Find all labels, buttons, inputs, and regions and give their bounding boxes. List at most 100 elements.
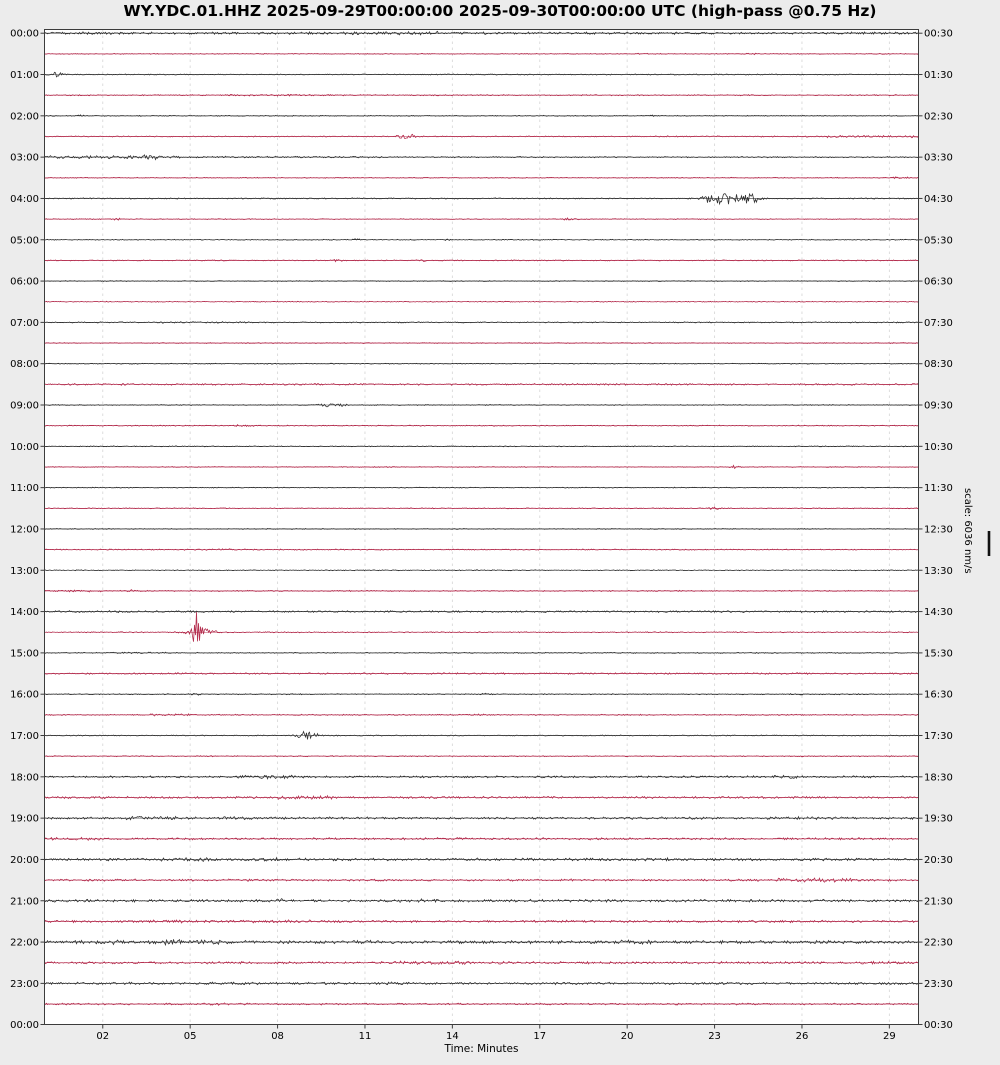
trace-row-0330-red xyxy=(44,176,919,180)
trace-row-0530-red xyxy=(44,259,919,263)
trace-row-1130-red xyxy=(44,506,919,510)
y-axis-label-right: 16:30 xyxy=(924,690,953,701)
y-axis-label-left: 09:00 xyxy=(10,401,39,412)
y-axis-label-left: 15:00 xyxy=(10,648,39,659)
trace-row-1400-black xyxy=(44,609,919,614)
y-axis-label-left: 03:00 xyxy=(10,153,39,164)
y-axis-label-right: 04:30 xyxy=(924,194,953,205)
trace-row-0900-black xyxy=(44,403,919,408)
y-axis-label-left: 17:00 xyxy=(10,731,39,742)
y-axis-label-left: 12:00 xyxy=(10,524,39,535)
x-tick-label: 29 xyxy=(883,1031,896,1042)
trace-row-0100-black xyxy=(44,71,919,78)
trace-row-1800-black xyxy=(44,774,919,780)
y-axis-label-left: 18:00 xyxy=(10,772,39,783)
plot-frame xyxy=(44,29,919,1025)
trace-row-1930-red xyxy=(44,836,919,841)
y-axis-label-right: 08:30 xyxy=(924,359,953,370)
y-axis-label-right: 06:30 xyxy=(924,277,953,288)
trace-row-1700-black xyxy=(44,730,919,740)
y-axis-label-left: 00:00 xyxy=(10,1020,39,1031)
y-axis-label-right: 21:30 xyxy=(924,896,953,907)
trace-row-2100-black xyxy=(44,898,919,904)
trace-row-1900-black xyxy=(44,815,919,821)
trace-row-1230-red xyxy=(44,548,919,551)
y-axis-label-left: 16:00 xyxy=(10,690,39,701)
y-axis-label-right: 22:30 xyxy=(924,938,953,949)
y-axis-label-left: 10:00 xyxy=(10,442,39,453)
trace-row-0300-black xyxy=(44,154,919,161)
x-tick-label: 05 xyxy=(184,1031,197,1042)
y-axis-label-left: 00:00 xyxy=(10,29,39,40)
trace-row-2200-black xyxy=(44,938,919,947)
y-axis-label-left: 06:00 xyxy=(10,277,39,288)
x-tick-label: 20 xyxy=(621,1031,634,1042)
y-axis-label-left: 23:00 xyxy=(10,979,39,990)
y-axis-label-right: 17:30 xyxy=(924,731,953,742)
y-axis-label-left: 05:00 xyxy=(10,235,39,246)
trace-row-1500-black xyxy=(44,651,919,655)
y-axis-label-left: 13:00 xyxy=(10,566,39,577)
trace-row-2230-red xyxy=(44,960,919,966)
y-axis-label-right: 14:30 xyxy=(924,607,953,618)
y-axis-label-left: 02:00 xyxy=(10,111,39,122)
trace-row-0730-red xyxy=(44,342,919,344)
y-axis-label-right: 10:30 xyxy=(924,442,953,453)
trace-row-0930-red xyxy=(44,424,919,428)
y-axis-label-right: 03:30 xyxy=(924,153,953,164)
scale-label: scale: 6036 nm/s xyxy=(962,488,973,574)
y-axis-label-right: 02:30 xyxy=(924,111,953,122)
x-tick-label: 02 xyxy=(96,1031,109,1042)
trace-row-0000-black xyxy=(44,30,919,36)
y-axis-label-left: 14:00 xyxy=(10,607,39,618)
trace-row-0700-black xyxy=(44,320,919,324)
page-title: WY.YDC.01.HHZ 2025-09-29T00:00:00 2025-0… xyxy=(123,2,877,20)
trace-row-2300-black xyxy=(44,981,919,986)
x-tick-label: 08 xyxy=(271,1031,284,1042)
trace-row-1330-red xyxy=(44,589,919,593)
trace-row-0830-red xyxy=(44,382,919,386)
x-tick-label: 17 xyxy=(533,1031,546,1042)
y-axis-label-left: 08:00 xyxy=(10,359,39,370)
trace-row-0200-black xyxy=(44,114,919,117)
y-axis-label-right: 15:30 xyxy=(924,648,953,659)
trace-row-1300-black xyxy=(44,569,919,572)
y-axis-label-right: 09:30 xyxy=(924,401,953,412)
trace-row-2330-red xyxy=(44,1002,919,1006)
trace-row-1430-red xyxy=(44,612,919,642)
y-axis-label-left: 01:00 xyxy=(10,70,39,81)
y-axis-label-left: 04:00 xyxy=(10,194,39,205)
trace-row-2000-black xyxy=(44,856,919,862)
trace-row-0130-red xyxy=(44,93,919,97)
plot-background xyxy=(44,29,919,1025)
y-axis-label-right: 12:30 xyxy=(924,524,953,535)
trace-row-0230-red xyxy=(44,133,919,139)
trace-row-1000-black xyxy=(44,445,919,448)
x-tick-label: 23 xyxy=(708,1031,721,1042)
y-axis-label-right: 00:30 xyxy=(924,29,953,40)
y-axis-label-right: 01:30 xyxy=(924,70,953,81)
trace-row-1030-red xyxy=(44,464,919,469)
trace-row-2130-red xyxy=(44,919,919,924)
y-axis-label-right: 07:30 xyxy=(924,318,953,329)
trace-row-0630-red xyxy=(44,300,919,303)
trace-row-0800-black xyxy=(44,362,919,365)
trace-row-1600-black xyxy=(44,692,919,696)
y-axis-label-right: 18:30 xyxy=(924,772,953,783)
y-axis-label-right: 19:30 xyxy=(924,814,953,825)
x-axis-label: Time: Minutes xyxy=(444,1043,519,1055)
trace-row-1830-red xyxy=(44,794,919,801)
trace-row-0030-red xyxy=(44,52,919,56)
y-axis-label-right: 11:30 xyxy=(924,483,953,494)
x-tick-label: 26 xyxy=(796,1031,809,1042)
y-axis-label-left: 22:00 xyxy=(10,938,39,949)
trace-row-0500-black xyxy=(44,238,919,241)
y-axis-label-right: 05:30 xyxy=(924,235,953,246)
trace-row-1630-red xyxy=(44,713,919,717)
y-axis-label-right: 00:30 xyxy=(924,1020,953,1031)
y-axis-label-left: 20:00 xyxy=(10,855,39,866)
trace-row-2030-red xyxy=(44,877,919,883)
trace-row-0430-red xyxy=(44,217,919,221)
